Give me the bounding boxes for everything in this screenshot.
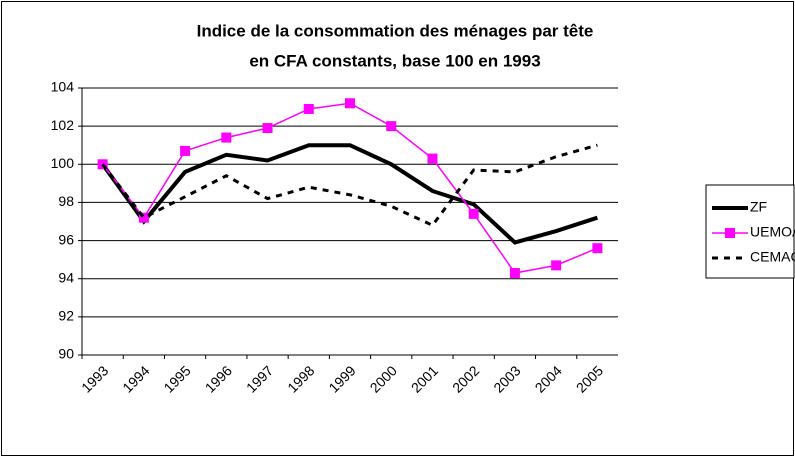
marker: [468, 208, 479, 219]
y-tick-label: 102: [51, 117, 75, 133]
marker: [509, 267, 520, 278]
chart-title: Indice de la consommation des ménages pa…: [197, 21, 594, 40]
marker: [551, 260, 562, 271]
legend-label: ZF: [750, 199, 767, 215]
series-line: [101, 143, 598, 228]
y-tick-label: 96: [58, 231, 74, 247]
marker: [592, 243, 603, 254]
marker: [138, 212, 149, 223]
marker: [180, 145, 191, 156]
marker: [427, 153, 438, 164]
marker: [221, 132, 232, 143]
y-tick-label: 104: [51, 79, 75, 95]
y-tick-label: 98: [58, 193, 74, 209]
marker: [303, 103, 314, 114]
marker: [386, 121, 397, 132]
y-tick-label: 90: [58, 346, 74, 362]
chart-title: en CFA constants, base 100 en 1993: [249, 51, 540, 70]
y-tick-label: 92: [58, 308, 74, 324]
legend-label: UEMOA: [750, 224, 795, 240]
legend-label: CEMAC: [750, 249, 795, 265]
legend-box: [705, 184, 795, 279]
series-line: [100, 143, 599, 245]
y-tick-label: 100: [51, 155, 75, 171]
legend-marker: [725, 228, 735, 238]
marker: [262, 123, 273, 134]
marker: [345, 98, 355, 109]
y-tick-label: 94: [58, 269, 74, 285]
